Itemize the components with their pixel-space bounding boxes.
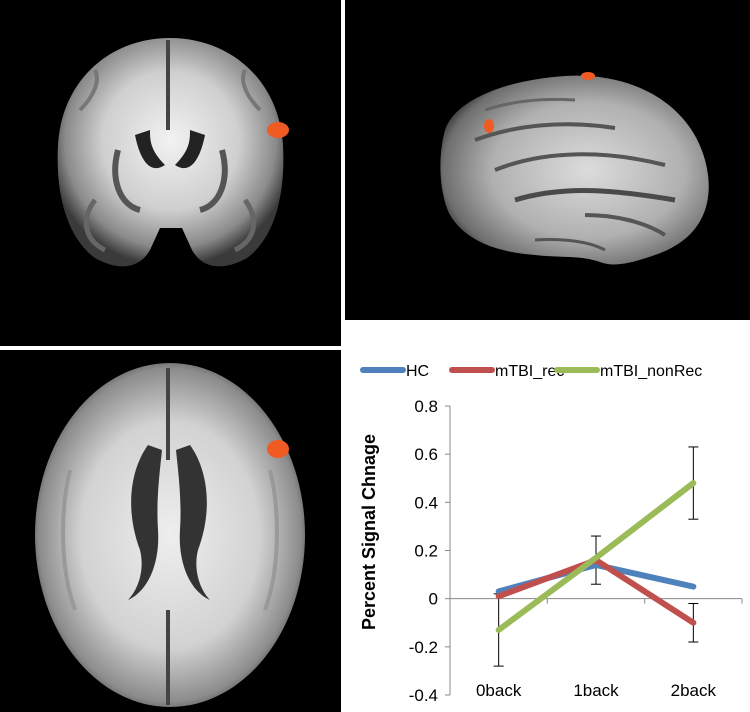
legend-label-HC: HC <box>406 363 429 380</box>
activation-blob <box>267 440 289 458</box>
y-tick-label: 0.4 <box>414 493 438 512</box>
coronal-brain-image <box>0 0 341 346</box>
x-tick-label: 2back <box>671 681 717 700</box>
sagittal-brain-image <box>345 0 750 320</box>
y-tick-label: -0.4 <box>409 686 438 705</box>
activation-blob <box>267 122 289 138</box>
y-axis-label: Percent Signal Chnage <box>359 434 379 630</box>
y-tick-label: 0.6 <box>414 445 438 464</box>
x-tick-labels: 0back 1back 2back <box>476 681 717 700</box>
sagittal-brain-slice <box>440 75 709 265</box>
chart-legend: HC mTBI_rec mTBI_nonRec <box>360 363 702 380</box>
coronal-brain-slice <box>57 38 284 267</box>
chart-axes <box>445 405 743 696</box>
activation-blob <box>581 72 595 80</box>
y-tick-label: 0.8 <box>414 397 438 416</box>
axial-brain-image <box>0 350 341 712</box>
y-tick-label: 0.2 <box>414 542 438 561</box>
axial-brain-slice <box>35 363 305 707</box>
series-lines <box>495 480 697 633</box>
y-tick-label: 0 <box>429 590 438 609</box>
legend-label-mTBI_nonRec: mTBI_nonRec <box>600 363 702 380</box>
x-tick-label: 0back <box>476 681 522 700</box>
series-line-mTBI_nonRec <box>495 480 697 633</box>
legend-label-mTBI_rec: mTBI_rec <box>495 363 564 380</box>
y-tick-label: -0.2 <box>409 638 438 657</box>
percent-signal-chart: HC mTBI_rec mTBI_nonRec Percent Signal Chn… <box>345 322 750 712</box>
activation-blob <box>484 119 494 133</box>
y-tick-labels: 0.8 0.6 0.4 0.2 0 -0.2 -0.4 <box>409 397 438 705</box>
x-tick-label: 1back <box>573 681 619 700</box>
